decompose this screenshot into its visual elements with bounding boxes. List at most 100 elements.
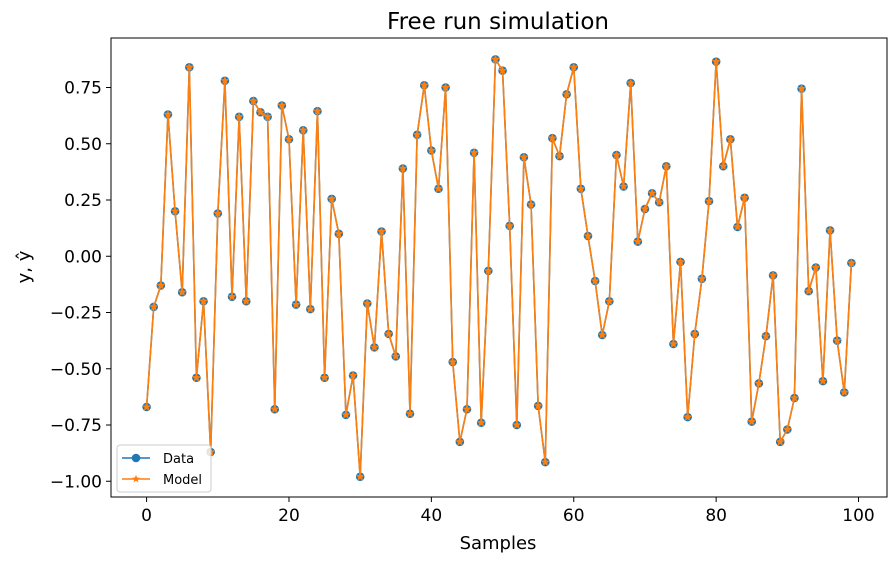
- model-point: [654, 197, 664, 207]
- model-point: [604, 296, 614, 306]
- model-point: [177, 287, 187, 297]
- model-point: [796, 83, 807, 93]
- model-point: [327, 193, 337, 203]
- model-point: [149, 301, 159, 311]
- x-axis-label: Samples: [460, 533, 537, 554]
- model-point: [811, 262, 821, 272]
- x-tick-label: 80: [705, 506, 727, 526]
- model-point: [519, 152, 529, 162]
- model-point: [369, 342, 380, 352]
- plot-area-frame: [110, 37, 888, 498]
- model-point: [348, 370, 358, 380]
- model-point: [590, 276, 600, 285]
- model-point: [640, 204, 650, 213]
- x-tick-label: 40: [421, 506, 443, 526]
- model-point: [248, 96, 259, 105]
- model-point: [747, 416, 757, 426]
- legend: Data Model: [116, 444, 212, 493]
- y-tick-label: −0.25: [50, 304, 102, 324]
- x-axis: 0 20 40 60 80 100: [141, 497, 875, 526]
- model-point: [739, 192, 750, 202]
- model-point: [462, 404, 472, 414]
- legend-items: Data Model: [122, 452, 202, 488]
- y-tick-label: −0.75: [50, 416, 102, 436]
- model-point: [405, 408, 415, 418]
- model-point: [768, 270, 778, 280]
- y-tick-label: 0.50: [64, 135, 102, 155]
- legend-model-label: Model: [163, 473, 202, 488]
- model-point: [697, 273, 707, 283]
- model-point: [170, 206, 180, 216]
- model-point: [277, 100, 287, 110]
- model-point: [633, 236, 643, 246]
- model-point: [419, 80, 429, 90]
- x-tick-label: 0: [141, 506, 152, 526]
- model-point: [163, 109, 173, 119]
- model-point: [704, 196, 714, 206]
- model-point: [141, 402, 152, 411]
- model-point: [234, 111, 244, 121]
- model-point: [554, 151, 565, 161]
- model-point: [661, 161, 671, 171]
- model-point: [576, 183, 586, 193]
- model-point: [440, 82, 451, 92]
- model-point: [782, 424, 792, 434]
- series-layer: [141, 54, 857, 482]
- model-point: [547, 133, 558, 143]
- model-point: [426, 145, 437, 155]
- model-point: [583, 231, 593, 240]
- model-point: [469, 147, 479, 157]
- model-point: [789, 393, 800, 402]
- model-point: [255, 107, 266, 117]
- model-point: [284, 134, 294, 144]
- model-point: [398, 163, 408, 173]
- model-point: [533, 400, 543, 410]
- y-tick-label: 0.25: [64, 191, 102, 211]
- model-point: [647, 188, 657, 198]
- model-point: [355, 471, 365, 481]
- y-tick-label: −1.00: [50, 472, 102, 492]
- model-point: [298, 125, 308, 135]
- model-point: [825, 225, 835, 235]
- x-tick-label: 20: [278, 506, 300, 526]
- model-point: [391, 351, 401, 361]
- model-point: [319, 372, 330, 382]
- model-point: [775, 436, 785, 446]
- model-point: [597, 330, 607, 339]
- model-point: [376, 226, 387, 236]
- legend-data-marker: [131, 453, 141, 463]
- legend-box: [116, 444, 212, 493]
- model-point: [241, 296, 251, 306]
- model-point: [433, 183, 444, 193]
- model-series-line: [145, 58, 853, 478]
- model-point: [626, 78, 636, 87]
- model-point: [711, 56, 721, 66]
- model-point: [483, 265, 493, 275]
- model-point: [569, 62, 579, 72]
- model-point: [455, 436, 465, 446]
- y-axis: −1.00 −0.75 −0.50 −0.25 0.00 0.25 0.50 0.75: [50, 79, 111, 492]
- model-point: [291, 299, 301, 309]
- model-point: [725, 134, 736, 144]
- model-point: [505, 220, 515, 230]
- legend-data-label: Data: [163, 452, 194, 467]
- model-point: [754, 378, 764, 388]
- model-point: [804, 286, 814, 296]
- model-point: [732, 222, 743, 231]
- model-point: [611, 150, 622, 159]
- chart-title: Free run simulation: [387, 9, 609, 35]
- model-point: [476, 417, 486, 427]
- model-point: [198, 296, 209, 306]
- model-point: [412, 129, 422, 139]
- legend-model-marker: [132, 474, 140, 483]
- y-tick-label: 0.00: [64, 247, 102, 267]
- model-point: [690, 328, 700, 338]
- model-point: [512, 420, 522, 429]
- model-point: [220, 75, 230, 85]
- model-point: [668, 339, 679, 348]
- model-point: [675, 256, 686, 266]
- model-point: [213, 208, 223, 218]
- model-point: [383, 328, 394, 338]
- model-point: [362, 298, 372, 308]
